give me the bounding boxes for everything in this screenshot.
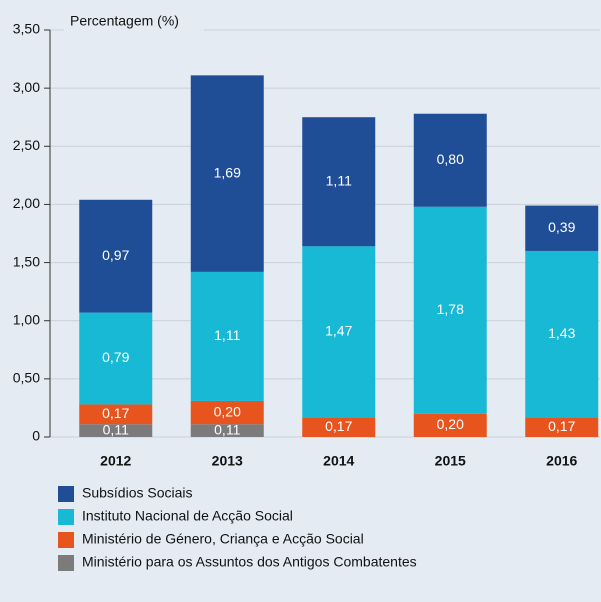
x-tick-label: 2015 (435, 453, 466, 469)
legend-swatch (58, 532, 74, 548)
value-label: 0,20 (437, 416, 464, 432)
value-label: 1,11 (214, 327, 240, 343)
value-label: 1,78 (437, 301, 464, 317)
legend-label: Subsídios Sociais (82, 485, 193, 501)
bar-segment (413, 413, 487, 437)
bar-segment (413, 113, 487, 207)
bar-segment (525, 205, 599, 251)
bar-segment (79, 312, 153, 405)
bar-segment (302, 417, 376, 437)
x-tick-label: 2013 (212, 453, 243, 469)
y-tick-label: 1,00 (13, 311, 40, 327)
bar-segment (79, 404, 153, 425)
bar-segment (525, 250, 599, 418)
bar-segment (190, 75, 264, 272)
legend-swatch (58, 555, 74, 571)
value-label: 1,11 (326, 172, 352, 188)
value-label: 0,17 (548, 418, 575, 434)
value-label: 0,97 (102, 247, 129, 263)
x-tick-label: 2012 (100, 453, 131, 469)
value-label: 0,11 (214, 421, 240, 437)
value-label: 1,69 (214, 164, 241, 180)
bar-segment (302, 246, 376, 418)
x-tick-label: 2016 (546, 453, 577, 469)
bar-segment (413, 206, 487, 414)
value-label: 0,17 (325, 418, 352, 434)
y-tick-label: 2,00 (13, 195, 40, 211)
bar-segment (525, 417, 599, 437)
y-tick-label: 0 (32, 428, 40, 444)
y-tick-label: 2,50 (13, 137, 40, 153)
y-tick-label: 3,00 (13, 79, 40, 95)
bar-segment (302, 117, 376, 247)
value-label: 0,11 (103, 421, 129, 437)
value-label: 0,79 (102, 349, 129, 365)
bar-segment (190, 400, 264, 425)
legend-swatch (58, 486, 74, 502)
value-label: 1,43 (548, 325, 575, 341)
legend-swatch (58, 509, 74, 525)
value-label: 0,80 (437, 151, 464, 167)
y-tick-label: 1,50 (13, 253, 40, 269)
value-label: 1,47 (325, 322, 352, 338)
value-label: 0,17 (102, 405, 129, 421)
legend-label: Ministério de Género, Criança e Acção So… (82, 531, 364, 547)
bar-segment (190, 424, 264, 437)
bar-segment (79, 199, 153, 313)
bar-segment (79, 424, 153, 437)
bar-segment (190, 271, 264, 401)
legend-label: Ministério para os Assuntos dos Antigos … (82, 554, 417, 570)
legend-label: Instituto Nacional de Acção Social (82, 508, 293, 524)
x-tick-label: 2014 (323, 453, 354, 469)
y-tick-label: 0,50 (13, 370, 40, 386)
y-axis-title: Percentagem (%) (70, 13, 179, 29)
y-tick-label: 3,50 (13, 21, 40, 37)
value-label: 0,20 (214, 403, 241, 419)
y-label-bg (64, 12, 204, 32)
value-label: 0,39 (548, 219, 575, 235)
